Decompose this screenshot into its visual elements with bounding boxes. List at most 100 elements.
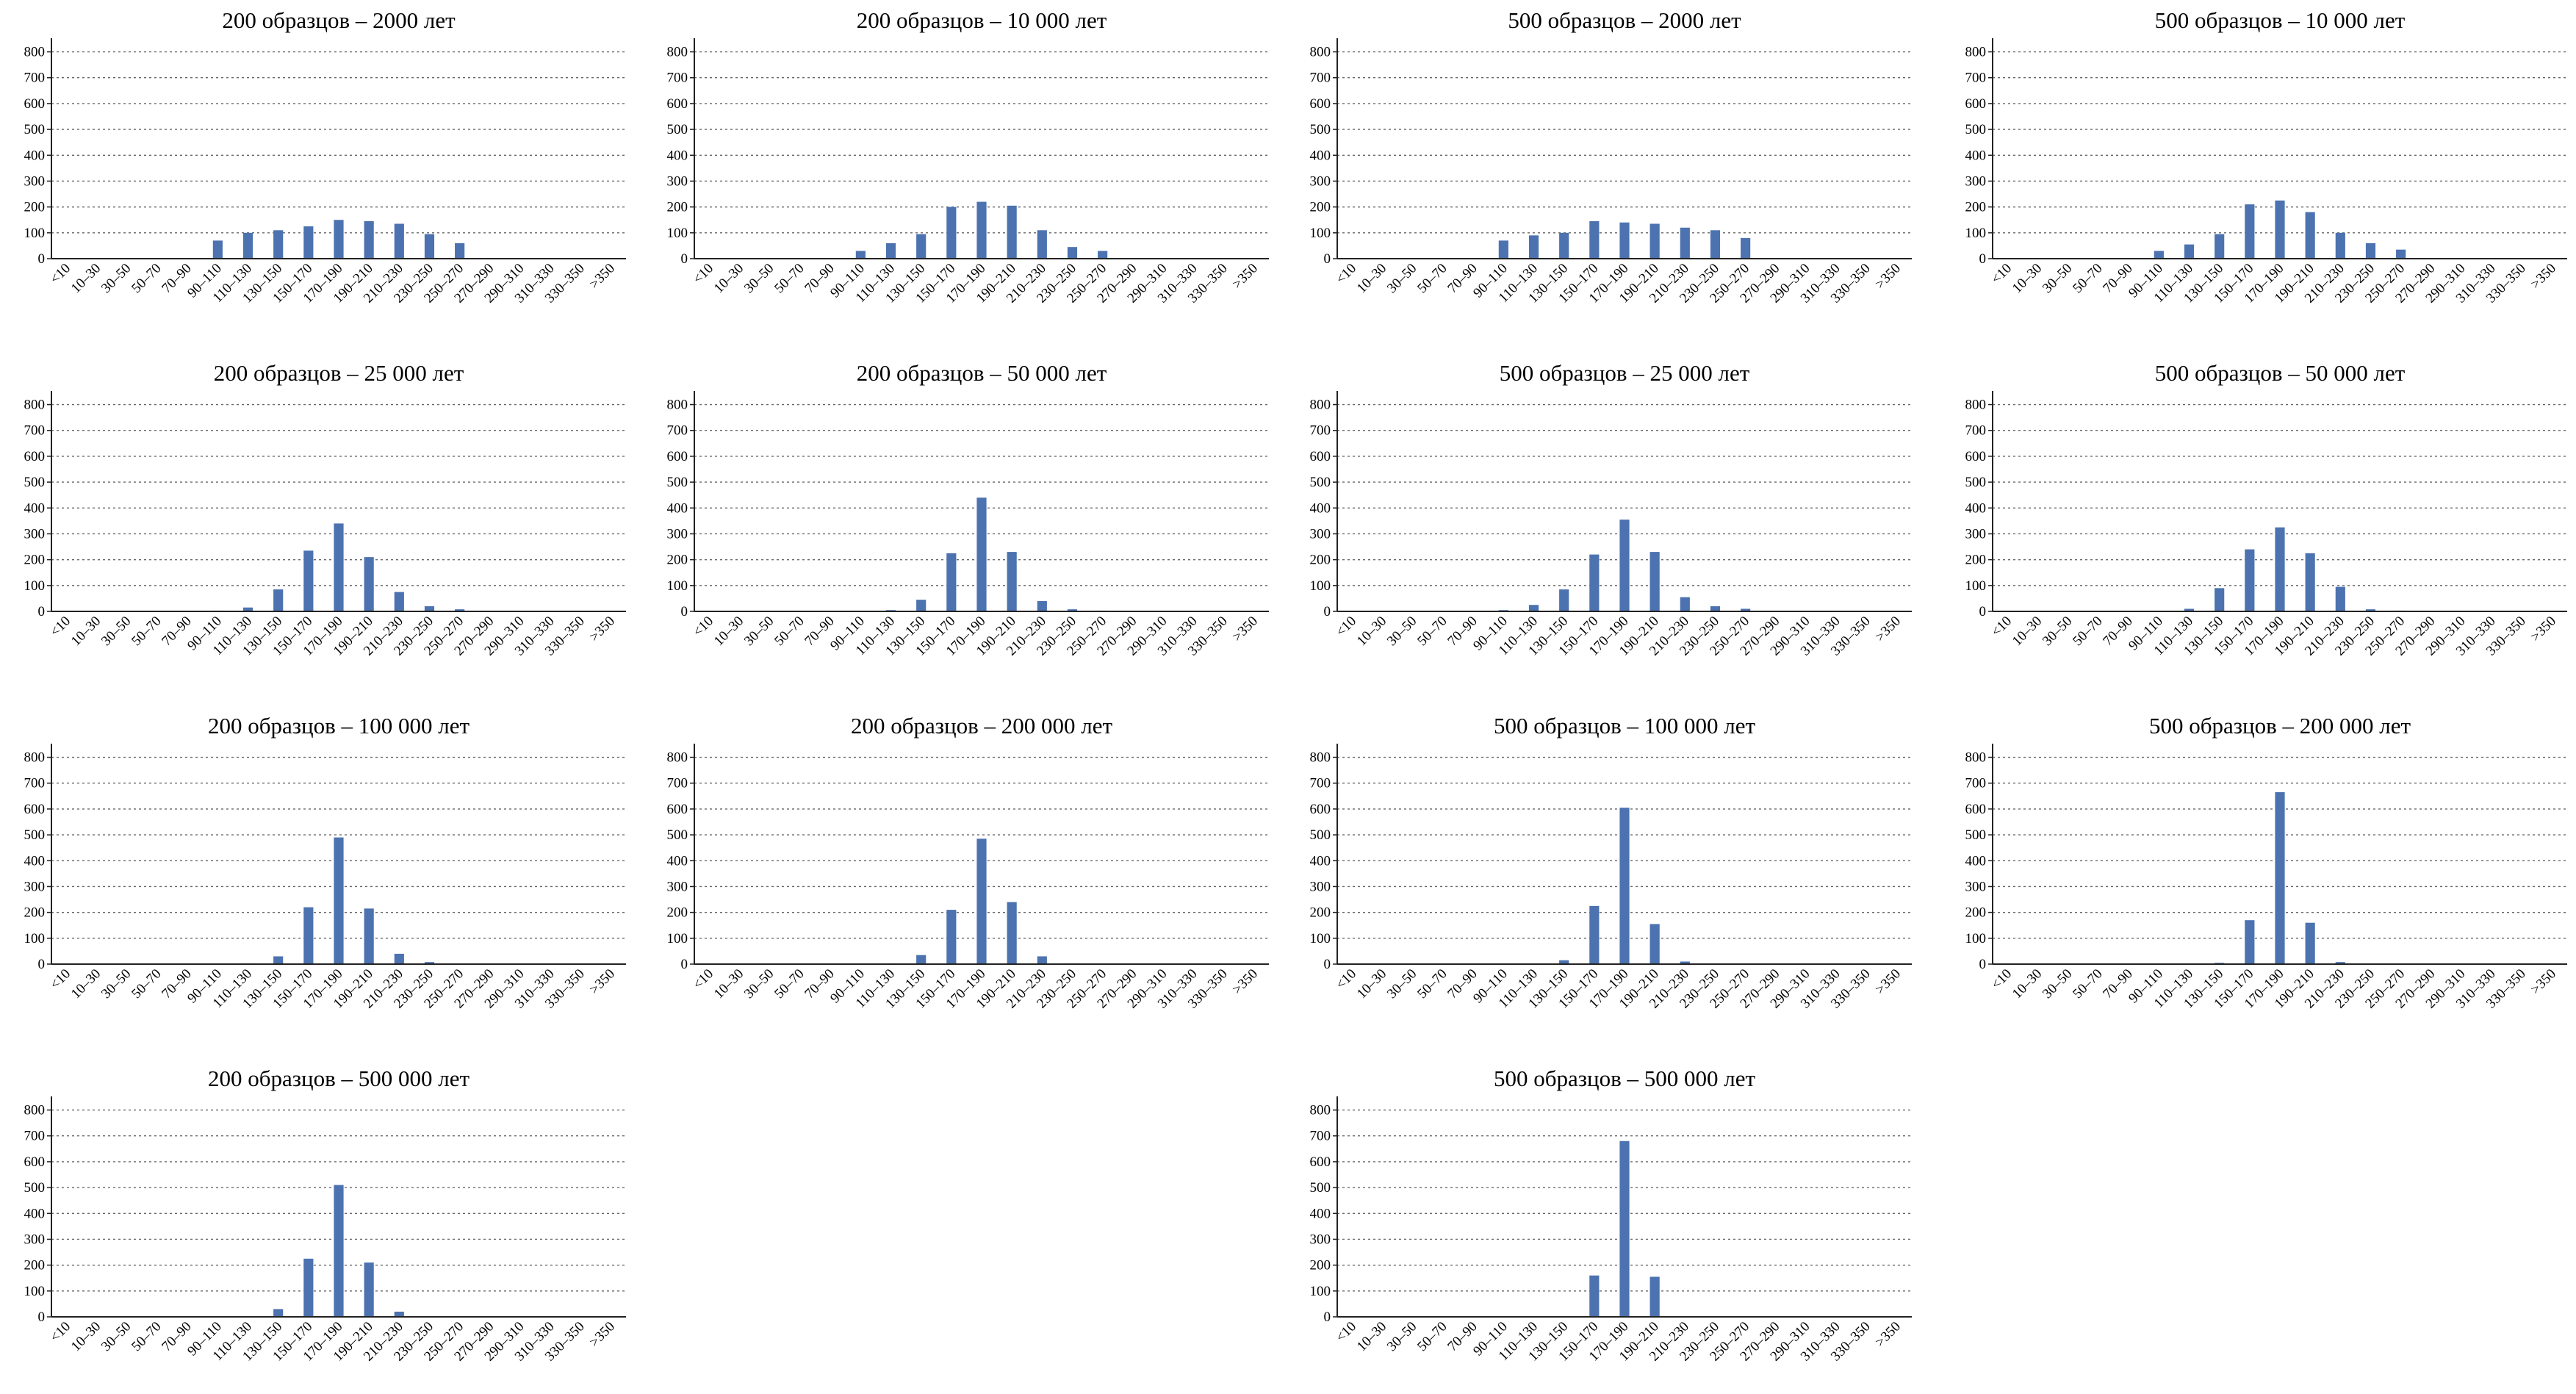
y-tick-label: 800 — [1310, 398, 1331, 413]
y-tick-label: 200 — [1965, 200, 1987, 215]
y-tick-label: 400 — [1310, 148, 1331, 163]
histogram-panel: 200 образцов – 2000 лет 0 100 200 300 400 500 6… — [24, 7, 626, 306]
x-tick-label: 50–70 — [1414, 261, 1450, 296]
y-tick-label: 800 — [1310, 1103, 1331, 1118]
histogram-bar — [916, 600, 927, 611]
histogram-panel: 500 образцов – 2000 лет 0 100 200 300 400 500 6… — [1310, 7, 1912, 306]
x-tick-label: 10–30 — [2010, 614, 2045, 649]
histogram-bar — [2184, 608, 2195, 611]
y-tick-label: 0 — [1324, 604, 1331, 619]
y-tick-label: 500 — [1310, 1180, 1331, 1196]
panel-title: 200 образцов – 2000 лет — [222, 7, 456, 33]
y-tick-label: 400 — [667, 500, 688, 516]
histogram-bar — [1680, 227, 1690, 259]
histogram-bar — [2275, 200, 2285, 259]
y-tick-label: 0 — [1979, 957, 1987, 972]
y-tick-label: 0 — [681, 957, 688, 972]
y-tick-label: 100 — [24, 578, 46, 594]
histogram-bar — [1067, 247, 1078, 259]
histogram-bar — [2396, 249, 2406, 259]
y-tick-label: 700 — [24, 423, 46, 439]
histogram-bar — [946, 553, 957, 611]
x-tick-label: >350 — [1229, 261, 1261, 292]
y-tick-label: 0 — [1324, 251, 1331, 267]
histogram-bar — [1649, 552, 1660, 611]
histogram-bar — [1680, 961, 1690, 964]
y-tick-label: 700 — [1965, 776, 1987, 791]
x-tick-label: >350 — [1229, 614, 1261, 645]
y-tick-label: 700 — [24, 71, 46, 86]
y-tick-label: 500 — [1310, 122, 1331, 137]
histogram-bar — [1589, 1275, 1600, 1317]
histogram-panel: 200 образцов – 100 000 лет 0 100 200 300 400 5… — [24, 713, 626, 1012]
histogram-bar — [212, 240, 223, 259]
y-tick-label: 0 — [1979, 604, 1987, 619]
y-tick-label: 400 — [1965, 853, 1987, 869]
x-tick-label: 30–50 — [1384, 966, 1420, 1002]
histogram-bar — [303, 907, 314, 964]
y-tick-label: 700 — [1310, 1129, 1331, 1144]
y-tick-label: 800 — [24, 1103, 46, 1118]
histogram-bar — [1710, 606, 1721, 611]
y-tick-label: 600 — [1310, 802, 1331, 817]
y-tick-label: 500 — [667, 475, 688, 490]
x-tick-label: 30–50 — [1384, 261, 1420, 296]
panel-title: 500 образцов – 50 000 лет — [2155, 360, 2406, 386]
y-tick-label: 400 — [1965, 500, 1987, 516]
y-tick-label: 0 — [1324, 1309, 1331, 1325]
y-tick-label: 300 — [1310, 879, 1331, 894]
y-tick-label: 800 — [667, 750, 688, 766]
histogram-bar — [394, 1311, 404, 1317]
y-tick-label: 600 — [1310, 449, 1331, 464]
y-tick-label: 300 — [1310, 173, 1331, 189]
y-tick-label: 100 — [1310, 578, 1331, 594]
y-tick-label: 700 — [1965, 423, 1987, 439]
histogram-bar — [273, 230, 284, 259]
histogram-bar — [1007, 552, 1017, 611]
y-tick-label: 0 — [681, 251, 688, 267]
y-tick-label: 200 — [1310, 905, 1331, 921]
y-tick-label: 100 — [1310, 226, 1331, 241]
histogram-bar — [1098, 251, 1108, 259]
x-tick-label: >350 — [1872, 614, 1904, 645]
x-tick-label: 30–50 — [1384, 614, 1420, 649]
histogram-bar — [1498, 240, 1508, 259]
histogram-bar — [2335, 232, 2345, 259]
y-tick-label: 300 — [667, 879, 688, 894]
y-tick-label: 400 — [667, 148, 688, 163]
y-tick-label: 500 — [1310, 827, 1331, 843]
histogram-bar — [2245, 920, 2255, 964]
histogram-bar — [1037, 230, 1047, 259]
x-tick-label: 30–50 — [98, 261, 134, 296]
y-tick-label: 800 — [1965, 45, 1987, 60]
x-tick-label: >350 — [2528, 261, 2559, 292]
y-tick-label: 300 — [1965, 173, 1987, 189]
histogram-bar — [2305, 212, 2315, 259]
histogram-bar — [394, 223, 404, 259]
histogram-bar — [2215, 234, 2225, 259]
y-tick-label: 800 — [1965, 750, 1987, 766]
x-tick-label: >350 — [1872, 261, 1904, 292]
histogram-bar — [1037, 956, 1047, 964]
histogram-panel: 500 образцов – 200 000 лет 0 100 200 300 400 5… — [1965, 713, 2567, 1012]
y-tick-label: 600 — [667, 96, 688, 112]
y-tick-label: 700 — [1310, 776, 1331, 791]
y-tick-label: 0 — [1324, 957, 1331, 972]
y-tick-label: 700 — [1310, 423, 1331, 439]
y-tick-label: 400 — [667, 853, 688, 869]
histogram-bar — [1007, 902, 1017, 964]
histogram-bar — [1741, 237, 1751, 259]
histogram-bar — [455, 609, 465, 611]
y-tick-label: 600 — [1310, 96, 1331, 112]
y-tick-label: 400 — [24, 148, 46, 163]
y-tick-label: 400 — [1310, 500, 1331, 516]
y-tick-label: 800 — [1965, 398, 1987, 413]
x-tick-label: 30–50 — [741, 261, 777, 296]
histogram-bar — [1619, 1140, 1630, 1317]
y-tick-label: 200 — [24, 905, 46, 921]
y-tick-label: 700 — [24, 776, 46, 791]
histogram-bar — [394, 953, 404, 964]
histogram-bar — [242, 232, 253, 259]
y-tick-label: 600 — [24, 449, 46, 464]
y-tick-label: 0 — [1979, 251, 1987, 267]
